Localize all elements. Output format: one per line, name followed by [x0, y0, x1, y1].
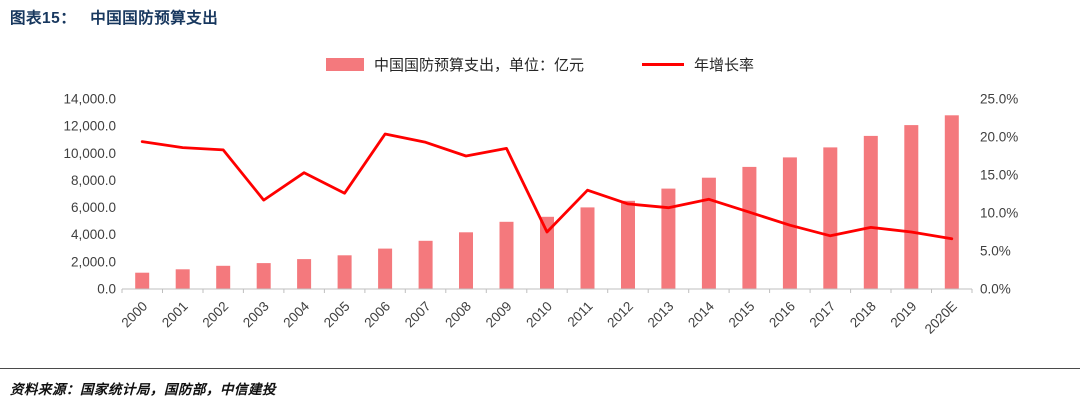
x-axis-category-label: 2016 — [766, 299, 798, 331]
bar-2015 — [742, 166, 757, 289]
defense-budget-chart-svg: 0.0 2,000.0 4,000.0 6,000.0 8,000.0 10,000.0 1… — [63, 92, 1018, 337]
bar-2014 — [701, 177, 716, 289]
x-axis-category-label: 2006 — [361, 299, 393, 331]
x-axis-category-label: 2014 — [685, 298, 717, 330]
x-axis-category-label: 2019 — [888, 299, 920, 331]
x-axis-category-label: 2010 — [523, 299, 555, 331]
x-axis-category-label: 2012 — [604, 299, 636, 331]
bar-2008 — [459, 232, 473, 289]
bar-2007 — [418, 240, 433, 289]
bar-2016 — [782, 157, 797, 289]
figure-header: 图表15： 中国国防预算支出 — [10, 6, 218, 28]
right-axis-tick-label: 15.0% — [980, 168, 1018, 183]
x-axis-category-label: 2015 — [726, 299, 758, 331]
bar-2019 — [904, 125, 919, 289]
bar-2002 — [216, 265, 231, 289]
x-axis-category-label: 2002 — [199, 299, 231, 331]
left-axis-tick-label: 14,000.0 — [63, 92, 116, 107]
growth-rate-line — [140, 132, 954, 241]
right-axis-tick-label: 0.0% — [980, 282, 1011, 297]
x-axis-category-label: 2001 — [159, 299, 191, 331]
defense-budget-chart: 0.0 2,000.0 4,000.0 6,000.0 8,000.0 10,000.0 1… — [0, 84, 1080, 356]
bar-2012 — [621, 200, 635, 289]
right-axis-tick-label: 5.0% — [980, 244, 1011, 259]
bar-2010 — [540, 216, 554, 289]
x-axis-category-label: 2000 — [118, 299, 150, 331]
bar-2009 — [499, 221, 514, 289]
x-axis-category-label: 2013 — [645, 299, 677, 331]
left-axis-tick-label: 4,000.0 — [71, 227, 116, 242]
x-axis-category-label: 2017 — [807, 299, 839, 331]
x-axis-category-label: 2003 — [240, 299, 272, 331]
x-axis-category-label: 2020E — [922, 299, 960, 337]
legend-label-budget: 中国国防预算支出，单位：亿元 — [373, 57, 584, 74]
bar-2003 — [256, 263, 271, 289]
bar-2013 — [661, 188, 676, 289]
legend-item-budget: 中国国防预算支出，单位：亿元 — [325, 54, 584, 75]
right-axis-tick-label: 20.0% — [980, 130, 1018, 145]
source-divider-line — [0, 368, 1080, 369]
left-axis-tick-label: 8,000.0 — [71, 173, 116, 188]
x-axis-category-label: 2007 — [402, 299, 434, 331]
left-axis-tick-label: 6,000.0 — [71, 200, 116, 215]
legend-item-growth: 年增长率 — [642, 54, 754, 75]
bar-2018 — [863, 135, 878, 289]
figure-title: 中国国防预算支出 — [90, 10, 219, 27]
left-axis-tick-label: 10,000.0 — [63, 146, 116, 161]
right-axis-tick-label: 10.0% — [980, 206, 1018, 221]
figure-number-label: 图表15： — [10, 10, 77, 27]
x-axis-category-label: 2005 — [321, 299, 353, 331]
left-axis-tick-label: 0.0 — [97, 282, 116, 297]
bar-2017 — [823, 147, 838, 289]
x-axis-category-label: 2011 — [564, 299, 595, 330]
x-axis-category-label: 2009 — [483, 299, 515, 331]
left-axis-tick-label: 12,000.0 — [63, 119, 116, 134]
bar-2001 — [175, 269, 190, 289]
bar-2020E — [944, 115, 959, 289]
chart-legend: 中国国防预算支出，单位：亿元 年增长率 — [0, 54, 1080, 75]
x-axis-category-label: 2004 — [280, 298, 312, 330]
legend-label-growth: 年增长率 — [694, 57, 755, 74]
growth-line-swatch — [642, 63, 684, 66]
x-axis-category-label: 2008 — [442, 299, 474, 331]
bar-2004 — [297, 259, 312, 289]
x-axis-category-label: 2018 — [847, 299, 879, 331]
left-axis-tick-label: 2,000.0 — [71, 254, 116, 269]
bar-2005 — [337, 255, 352, 289]
bar-2000 — [135, 272, 150, 289]
source-note: 资料来源：国家统计局，国防部，中信建投 — [10, 382, 276, 397]
budget-bar-swatch — [325, 58, 364, 71]
bar-2006 — [378, 248, 393, 289]
right-axis-tick-label: 25.0% — [980, 92, 1018, 107]
bar-2011 — [580, 207, 595, 289]
